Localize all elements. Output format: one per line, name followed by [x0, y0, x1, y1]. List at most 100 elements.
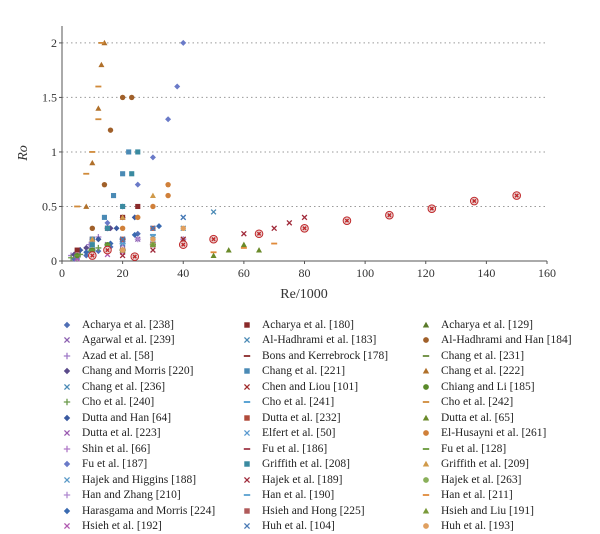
- y-tick-label: 1: [51, 145, 57, 159]
- data-point: [165, 116, 171, 122]
- data-point: [75, 248, 80, 253]
- legend-entry: Hajek et al. [189]: [236, 472, 426, 488]
- legend-marker-shape: [244, 322, 249, 327]
- data-point: [120, 226, 125, 231]
- legend-label: Dutta and Han [64]: [78, 412, 171, 424]
- legend-entry: Agarwal et al. [239]: [56, 333, 246, 349]
- legend-marker-shape: [64, 431, 69, 436]
- legend-entry: Hsieh and Hong [225]: [236, 503, 426, 519]
- legend-label: Elfert et al. [50]: [258, 427, 335, 439]
- legend-label: Acharya et al. [238]: [78, 319, 174, 331]
- data-point: [241, 242, 247, 247]
- legend-marker: [236, 458, 258, 470]
- series-34: [211, 242, 262, 258]
- data-point: [120, 95, 125, 100]
- legend-entry: Chang et al. [222]: [415, 364, 600, 380]
- legend-marker: [236, 443, 258, 455]
- data-point: [120, 253, 125, 258]
- legend-marker: [415, 505, 437, 517]
- legend-label: Hajek et al. [189]: [258, 474, 342, 486]
- legend-entry: Hsieh and Liu [191]: [415, 503, 600, 519]
- series-35: [120, 182, 171, 231]
- legend-label: Al-Hadhrami and Han [184]: [437, 334, 572, 346]
- legend-entry: Huh et al. [193]: [415, 519, 600, 534]
- x-tick-label: 60: [238, 266, 250, 280]
- series-9: [89, 40, 186, 242]
- legend-marker: [415, 520, 437, 532]
- legend-label: Hsieh and Liu [191]: [437, 505, 534, 517]
- data-point: [150, 154, 156, 160]
- legend-marker: [415, 365, 437, 377]
- legend-marker-shape: [244, 431, 249, 436]
- legend-marker: [415, 489, 437, 501]
- x-tick-label: 140: [477, 266, 495, 280]
- data-point: [241, 231, 246, 236]
- data-point: [150, 193, 156, 198]
- legend-entry: Shin et al. [66]: [56, 441, 246, 457]
- legend-label: Chang et al. [222]: [437, 365, 524, 377]
- legend-marker: [415, 458, 437, 470]
- legend-column-3: Acharya et al. [129] Al-Hadhrami and Han …: [415, 317, 600, 534]
- legend-marker: [236, 474, 258, 486]
- data-point: [89, 252, 97, 260]
- legend-label: Han and Zhang [210]: [78, 489, 181, 501]
- legend-marker: [56, 396, 78, 408]
- legend-entry: Chiang and Li [185]: [415, 379, 600, 395]
- legend-label: Cho et al. [240]: [78, 396, 154, 408]
- x-tick-label: 80: [299, 266, 311, 280]
- legend-marker: [56, 334, 78, 346]
- data-point: [95, 105, 101, 110]
- legend-marker: [56, 350, 78, 362]
- data-point: [104, 246, 112, 254]
- legend-marker-shape: [244, 338, 249, 343]
- legend-label: Chang and Morris [220]: [78, 365, 193, 377]
- series-37: [89, 193, 156, 242]
- legend-marker-shape: [64, 353, 70, 359]
- legend-marker-shape: [64, 368, 70, 374]
- legend-entry: Bons and Kerrebrock [178]: [236, 348, 426, 364]
- legend-marker: [415, 381, 437, 393]
- legend-marker-shape: [244, 415, 249, 420]
- legend-marker-shape: [423, 415, 429, 421]
- legend-marker: [236, 350, 258, 362]
- y-tick-label: 2: [51, 36, 57, 50]
- legend-marker-shape: [64, 399, 70, 405]
- legend-marker-shape: [423, 477, 429, 483]
- data-point: [135, 204, 140, 209]
- legend-marker: [236, 489, 258, 501]
- x-tick-label: 160: [538, 266, 556, 280]
- x-tick-label: 20: [117, 266, 129, 280]
- data-point: [131, 253, 139, 261]
- legend-label: Chang et al. [236]: [78, 381, 165, 393]
- legend-label: Hajek et al. [263]: [437, 474, 521, 486]
- legend-entry: Chang and Morris [220]: [56, 364, 246, 380]
- data-point: [98, 62, 104, 67]
- legend-entry: Cho et al. [241]: [236, 395, 426, 411]
- legend-label: Chiang and Li [185]: [437, 381, 535, 393]
- legend-marker: [415, 334, 437, 346]
- legend-marker-shape: [64, 322, 70, 328]
- legend-entry: Chang et al. [231]: [415, 348, 600, 364]
- data-point: [272, 226, 277, 231]
- legend-marker-shape: [244, 524, 249, 529]
- y-axis-label: Ro: [16, 145, 31, 162]
- data-point: [90, 226, 95, 231]
- legend-entry: El-Husayni et al. [261]: [415, 426, 600, 442]
- legend-marker-shape: [423, 508, 429, 514]
- legend-entry: Hajek and Higgins [188]: [56, 472, 246, 488]
- legend-entry: Griffith et al. [209]: [415, 457, 600, 473]
- legend-label: Chen and Liou [101]: [258, 381, 358, 393]
- legend-entry: Dutta and Han [64]: [56, 410, 246, 426]
- legend-marker-shape: [64, 338, 69, 343]
- legend-marker-shape: [423, 430, 429, 436]
- data-point: [114, 225, 120, 231]
- legend-label: Acharya et al. [129]: [437, 319, 533, 331]
- legend-label: Fu et al. [186]: [258, 443, 327, 455]
- legend-entry: Cho et al. [242]: [415, 395, 600, 411]
- legend-marker: [236, 427, 258, 439]
- legend-marker: [236, 319, 258, 331]
- legend-entry: Hajek et al. [263]: [415, 472, 600, 488]
- legend-entry: Acharya et al. [238]: [56, 317, 246, 333]
- data-point: [255, 230, 263, 238]
